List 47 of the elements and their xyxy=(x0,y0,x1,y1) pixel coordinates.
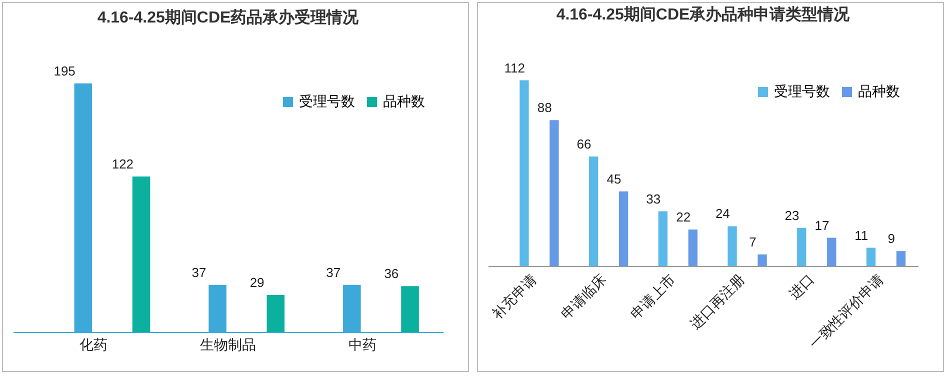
data-label: 9 xyxy=(888,231,895,246)
data-label: 7 xyxy=(749,234,756,250)
data-label: 112 xyxy=(504,60,525,76)
bar xyxy=(688,230,698,266)
data-label: 29 xyxy=(250,275,264,290)
data-label: 36 xyxy=(384,266,399,282)
x-tick-label: 申请上市 xyxy=(627,271,678,322)
x-tick-label: 中药 xyxy=(348,336,376,352)
bar xyxy=(896,251,906,266)
x-tick-label: 进口 xyxy=(786,271,817,302)
data-label: 88 xyxy=(537,100,552,116)
bar xyxy=(658,211,668,266)
bar xyxy=(866,248,876,266)
legend-label: 品种数 xyxy=(383,93,425,109)
data-label: 17 xyxy=(814,218,830,233)
bar xyxy=(266,295,285,332)
legend-label: 受理号数 xyxy=(774,83,830,99)
data-label: 23 xyxy=(784,208,800,223)
bar xyxy=(797,228,806,266)
chart-title: 4.16-4.25期间CDE药品承办受理情况 xyxy=(97,8,360,26)
data-label: 24 xyxy=(715,206,730,222)
data-label: 37 xyxy=(192,264,206,280)
data-label: 122 xyxy=(112,156,134,172)
data-label: 22 xyxy=(676,210,691,225)
data-label: 11 xyxy=(854,228,868,243)
bar xyxy=(401,286,419,332)
data-label: 37 xyxy=(326,264,341,280)
x-tick-label: 申请临床 xyxy=(558,271,609,322)
legend-label: 品种数 xyxy=(858,83,900,99)
bar xyxy=(132,176,150,332)
chart-title: 4.16-4.25期间CDE承办品种申请类型情况 xyxy=(556,5,851,24)
x-tick-label: 化药 xyxy=(80,336,108,352)
bar xyxy=(827,238,836,266)
x-tick-label: 补充申请 xyxy=(488,271,540,322)
bar xyxy=(588,156,598,266)
bar xyxy=(550,120,559,266)
data-label: 33 xyxy=(646,191,661,206)
bar xyxy=(618,191,628,266)
bar xyxy=(758,254,767,266)
data-label: 45 xyxy=(606,171,622,186)
legend-label: 受理号数 xyxy=(299,93,355,109)
data-label: 195 xyxy=(54,63,76,78)
x-tick-label: 进口再注册 xyxy=(686,271,748,332)
bar xyxy=(728,226,737,266)
x-tick-label: 生物制品 xyxy=(200,336,256,352)
data-label: 66 xyxy=(576,136,592,152)
bar xyxy=(520,80,529,266)
